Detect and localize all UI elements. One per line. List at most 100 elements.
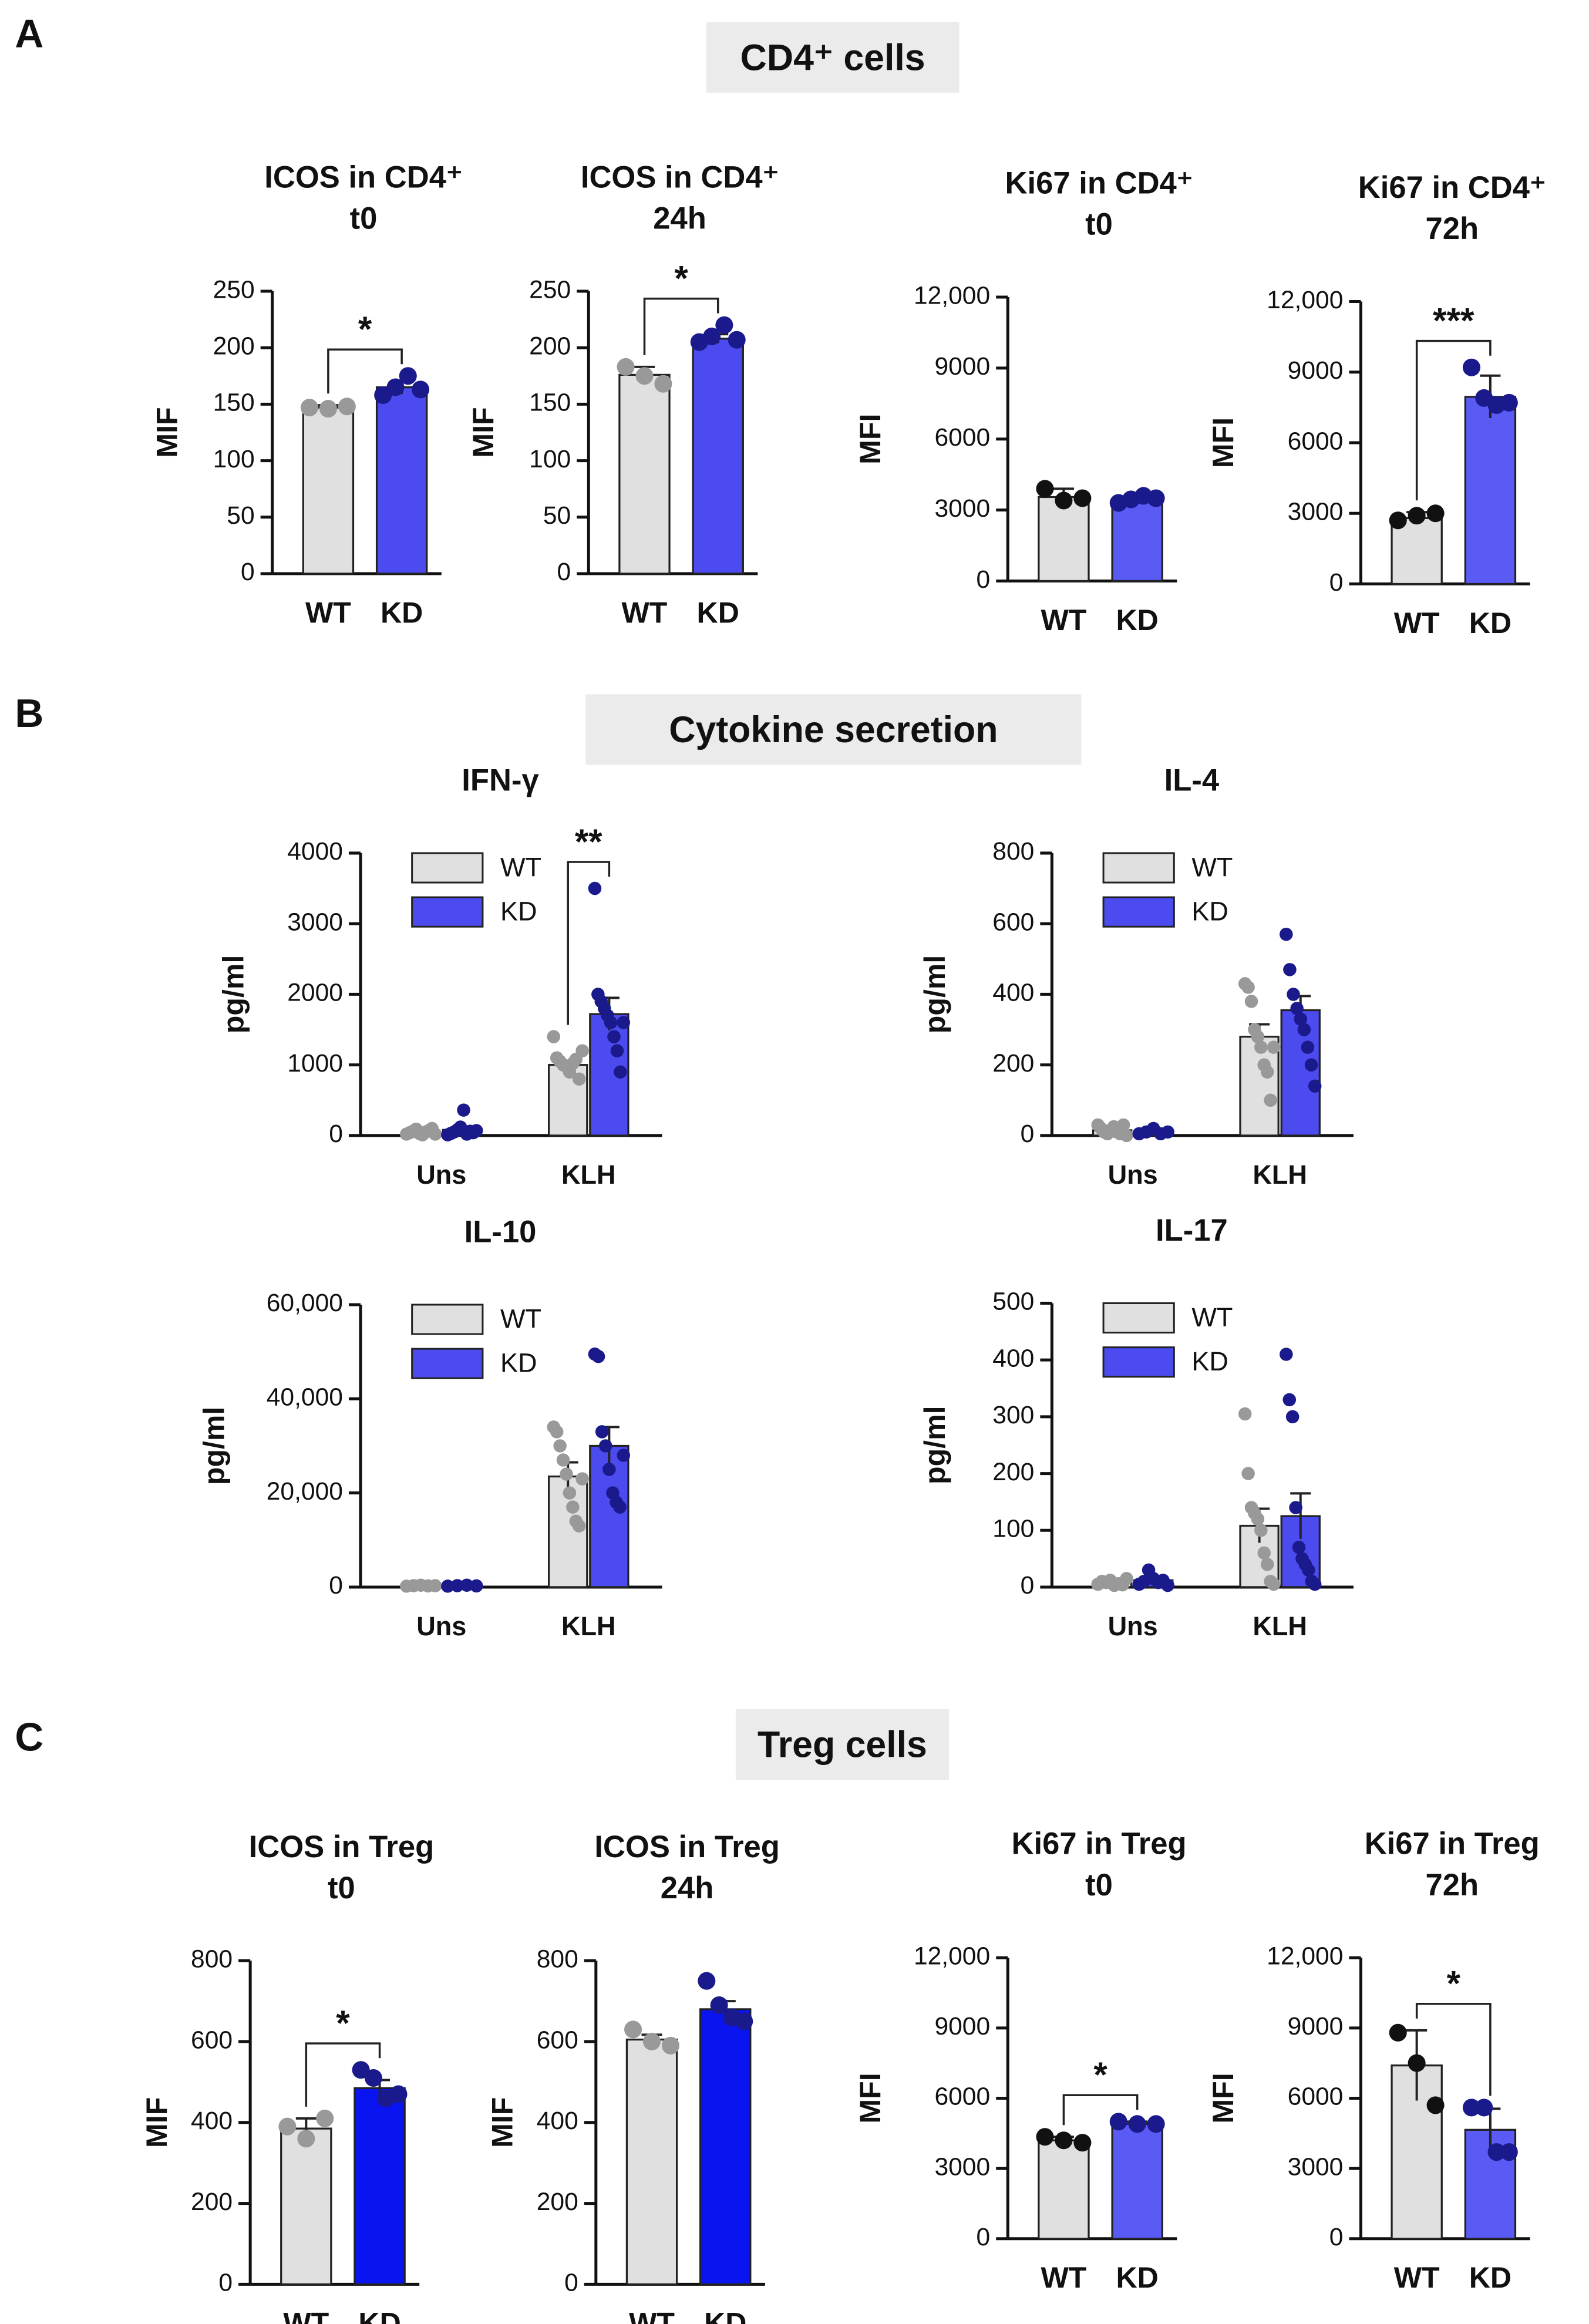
bar [354, 2087, 406, 2285]
data-point [1073, 489, 1092, 507]
data-point [1285, 1410, 1300, 1424]
data-point [654, 375, 672, 393]
legend-swatch [1102, 896, 1175, 928]
x-tick-label: KD [1469, 2261, 1511, 2294]
chart-title: IFN-γ [462, 763, 539, 798]
data-point [1389, 511, 1407, 530]
significance-label: ** [575, 822, 602, 861]
data-point [556, 1453, 570, 1467]
data-point [460, 1578, 474, 1592]
y-tick-label: 100 [992, 1515, 1034, 1543]
chart-title: ICOS in Treg [594, 1830, 780, 1864]
data-point [300, 399, 318, 417]
data-point [572, 1519, 586, 1533]
data-point [1408, 507, 1426, 525]
y-tick-label: 6000 [934, 2083, 990, 2111]
bar [618, 373, 671, 575]
significance-bracket [1415, 2002, 1492, 2096]
y-tick-label: 0 [241, 558, 255, 586]
data-point [338, 398, 356, 416]
x-tick-label: WT [1041, 604, 1086, 636]
data-point [1267, 1577, 1281, 1591]
y-tick-label: 12,000 [914, 1942, 990, 1970]
data-point [1055, 491, 1073, 510]
y-tick-label: 500 [992, 1288, 1034, 1316]
data-point [1280, 1348, 1293, 1361]
significance-bracket [643, 297, 719, 355]
y-tick-label: 3000 [934, 2153, 990, 2181]
bar [302, 406, 355, 575]
y-tick-label: 200 [191, 2188, 233, 2216]
x-tick-label: WT [1394, 2261, 1440, 2294]
x-tick-label: KD [697, 596, 739, 629]
y-tick-label: 400 [992, 1344, 1034, 1372]
significance-bracket [567, 861, 611, 1025]
data-point [457, 1103, 470, 1117]
legend-label: WT [1191, 852, 1233, 882]
y-tick-label: 600 [537, 2026, 578, 2054]
data-point [1241, 981, 1255, 994]
data-point [1161, 1125, 1174, 1139]
bar [280, 2127, 332, 2285]
data-point [1254, 1040, 1268, 1054]
y-tick-label: 200 [537, 2188, 578, 2216]
chart-title: Ki67 in CD4⁺ [1005, 166, 1193, 201]
y-axis-label: pg/ml [217, 955, 250, 1034]
y-tick-label: 0 [1021, 1571, 1035, 1599]
data-point [297, 2130, 315, 2148]
data-point [575, 1472, 589, 1486]
y-tick-label: 6000 [934, 423, 990, 452]
y-axis-label: MIF [140, 2097, 173, 2148]
legend-label: KD [500, 897, 537, 927]
data-point [1292, 1541, 1306, 1554]
y-tick-label: 3000 [287, 908, 343, 936]
data-point [1297, 1023, 1311, 1036]
section-header: CD4⁺ cells [740, 37, 925, 78]
legend-label: KD [1191, 1346, 1228, 1376]
y-tick-label: 250 [213, 275, 255, 304]
data-point [1294, 1012, 1308, 1026]
y-tick-label: 12,000 [914, 281, 990, 309]
legend-label: WT [500, 852, 541, 882]
data-point [642, 2032, 661, 2051]
y-axis-label: pg/ml [918, 1406, 951, 1484]
chart-title: t0 [1085, 1868, 1113, 1902]
data-point [617, 358, 635, 376]
data-point [1389, 2023, 1407, 2042]
x-tick-label: Uns [416, 1160, 466, 1190]
data-point [1475, 2099, 1493, 2117]
data-point [607, 1030, 621, 1043]
data-point [412, 380, 430, 399]
y-tick-label: 9000 [1288, 2012, 1344, 2040]
data-point [1462, 358, 1480, 376]
chart-title: t0 [328, 1871, 355, 1905]
y-tick-label: 300 [992, 1401, 1034, 1429]
y-tick-label: 100 [529, 445, 571, 473]
data-point [470, 1579, 483, 1593]
y-tick-label: 3000 [934, 494, 990, 523]
section-header: Treg cells [758, 1725, 927, 1766]
legend-label: KD [1191, 897, 1228, 927]
y-tick-label: 50 [543, 501, 571, 530]
bar [1111, 498, 1163, 582]
data-point [624, 2020, 642, 2039]
y-tick-label: 40,000 [267, 1383, 343, 1412]
chart-title: ICOS in Treg [249, 1830, 435, 1864]
data-point [602, 1463, 616, 1476]
panel-label: C [15, 1715, 43, 1759]
x-tick-label: KD [704, 2307, 746, 2324]
panel-label: B [15, 692, 43, 736]
data-point [316, 2109, 334, 2127]
chart-title: ICOS in CD4⁺ [264, 160, 463, 195]
data-point [563, 1486, 577, 1500]
y-tick-label: 150 [213, 389, 255, 417]
chart-title: t0 [1085, 207, 1113, 242]
data-point [1304, 1058, 1318, 1072]
x-tick-label: KD [1116, 604, 1159, 636]
data-point [553, 1439, 567, 1453]
x-tick-label: WT [1041, 2261, 1086, 2294]
x-tick-label: KD [1116, 2261, 1159, 2294]
data-point [1238, 1407, 1252, 1421]
x-tick-label: Uns [416, 1611, 466, 1641]
